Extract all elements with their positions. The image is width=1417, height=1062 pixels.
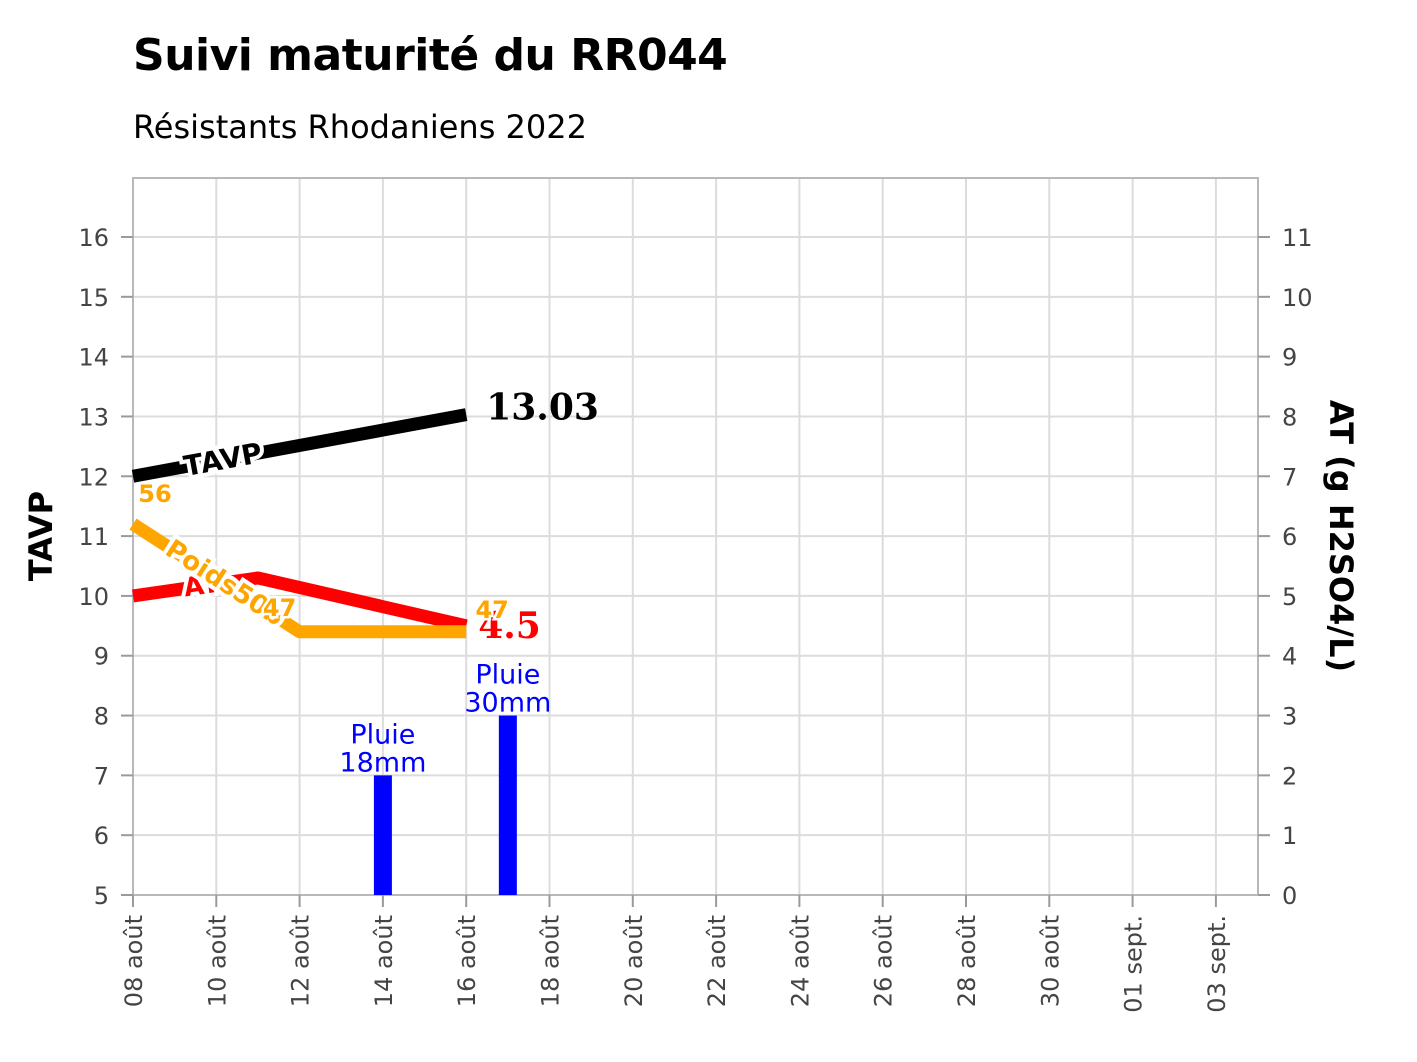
x-tick-label: 14 août (370, 915, 398, 1007)
series-line-at (132, 571, 468, 633)
y2-tick-label: 1 (1282, 822, 1297, 850)
poids-point-label: 47 (475, 596, 508, 624)
y-tick-label: 16 (78, 224, 109, 252)
x-tick-label: 26 août (870, 915, 898, 1007)
y2-tick-label: 4 (1282, 643, 1297, 671)
y2-tick-label: 11 (1282, 224, 1313, 252)
y-tick-label: 9 (94, 643, 109, 671)
rain-bar (373, 775, 392, 895)
y-axis-title: TAVP (22, 491, 60, 581)
poids-point-label: 47 (263, 594, 296, 622)
y2-tick-label: 6 (1282, 523, 1297, 551)
y2-tick-label: 0 (1282, 882, 1297, 910)
x-tick-label: 28 août (953, 915, 981, 1007)
rain-bar-amount: 18mm (339, 747, 426, 778)
x-tick-label: 22 août (703, 915, 731, 1007)
chart-subtitle: Résistants Rhodaniens 2022 (133, 108, 587, 146)
y-tick-label: 11 (78, 523, 109, 551)
y2-tick-label: 2 (1282, 762, 1297, 790)
y2-axis-title: AT (g H2SO4/L) (1322, 400, 1360, 672)
x-tick-label: 24 août (786, 915, 814, 1007)
tavp-end-label: 13.03 (486, 387, 599, 429)
y-tick-label: 15 (78, 284, 109, 312)
x-tick-label: 12 août (287, 915, 315, 1007)
chart-title: Suivi maturité du RR044 (133, 30, 728, 81)
series-line-poids50b (129, 518, 467, 639)
rain-bar (498, 715, 517, 895)
x-tick-label: 10 août (203, 915, 231, 1007)
y2-tick-label: 3 (1282, 703, 1297, 731)
y-tick-label: 12 (78, 463, 109, 491)
y2-tick-label: 8 (1282, 403, 1297, 431)
x-tick-label: 18 août (537, 915, 565, 1007)
rain-bar-name: Pluie (350, 719, 415, 750)
y-tick-label: 13 (78, 403, 109, 431)
x-tick-label: 08 août (120, 915, 148, 1007)
rain-bar-name: Pluie (475, 660, 540, 691)
y-tick-label: 5 (94, 882, 109, 910)
series-line-tavp (131, 408, 468, 483)
x-tick-label: 16 août (453, 915, 481, 1007)
y-tick-label: 6 (94, 822, 109, 850)
x-tick-label: 03 sept. (1203, 915, 1231, 1013)
x-tick-label: 01 sept. (1120, 915, 1148, 1013)
x-tick-label: 20 août (620, 915, 648, 1007)
y2-tick-label: 5 (1282, 583, 1297, 611)
poids-point-label: 56 (138, 480, 171, 508)
x-tick-label: 30 août (1036, 915, 1064, 1007)
y-tick-label: 7 (94, 762, 109, 790)
y2-tick-label: 10 (1282, 284, 1313, 312)
at-end-label: 4.5 (478, 605, 541, 647)
y2-tick-label: 7 (1282, 463, 1297, 491)
y-tick-label: 14 (78, 344, 109, 372)
y-tick-label: 10 (78, 583, 109, 611)
rain-bar-amount: 30mm (464, 688, 551, 719)
y-tick-label: 8 (94, 703, 109, 731)
y2-tick-label: 9 (1282, 344, 1297, 372)
